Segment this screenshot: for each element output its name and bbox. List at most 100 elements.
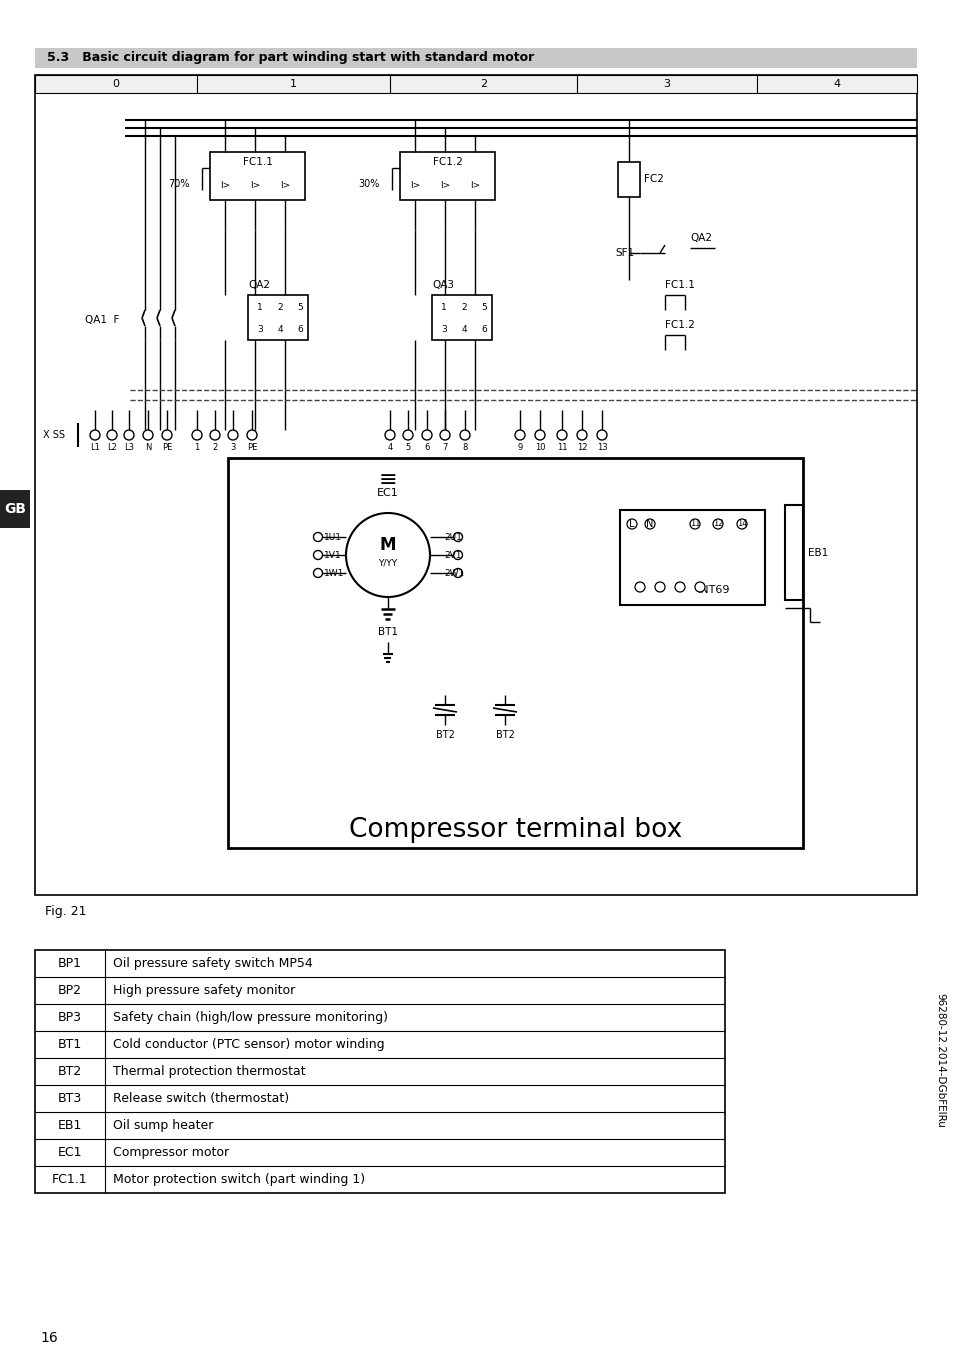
Circle shape bbox=[453, 569, 462, 578]
Bar bbox=[399, 152, 495, 200]
Text: Cold conductor (PTC sensor) motor winding: Cold conductor (PTC sensor) motor windin… bbox=[112, 1039, 384, 1051]
Bar bbox=[210, 152, 305, 200]
Text: Y/YY: Y/YY bbox=[378, 558, 397, 567]
Text: 4: 4 bbox=[387, 444, 393, 452]
Text: BT1: BT1 bbox=[377, 627, 397, 636]
Text: L2: L2 bbox=[107, 444, 117, 452]
Text: EB1: EB1 bbox=[807, 547, 827, 558]
Text: 5.3   Basic circuit diagram for part winding start with standard motor: 5.3 Basic circuit diagram for part windi… bbox=[47, 51, 534, 65]
Text: 12: 12 bbox=[577, 444, 587, 452]
Text: L: L bbox=[629, 519, 634, 529]
Circle shape bbox=[557, 431, 566, 440]
Text: I>: I> bbox=[470, 181, 479, 191]
Text: 5: 5 bbox=[480, 302, 486, 311]
Text: L1: L1 bbox=[90, 444, 100, 452]
Text: Compressor terminal box: Compressor terminal box bbox=[349, 816, 681, 844]
Text: 96280-12.2014-DGbFEIRu: 96280-12.2014-DGbFEIRu bbox=[934, 992, 944, 1128]
Text: 3: 3 bbox=[440, 325, 446, 333]
Text: 5: 5 bbox=[296, 302, 302, 311]
Text: FC1.2: FC1.2 bbox=[432, 157, 462, 167]
Text: 12: 12 bbox=[712, 520, 722, 528]
Text: SF1: SF1 bbox=[616, 248, 635, 259]
Text: PE: PE bbox=[247, 444, 257, 452]
Circle shape bbox=[228, 431, 237, 440]
Circle shape bbox=[675, 582, 684, 592]
Text: 11: 11 bbox=[689, 520, 700, 528]
Circle shape bbox=[453, 532, 462, 542]
Circle shape bbox=[635, 582, 644, 592]
Circle shape bbox=[577, 431, 586, 440]
Text: FC1.1: FC1.1 bbox=[52, 1173, 88, 1186]
Circle shape bbox=[314, 532, 322, 542]
Text: 4: 4 bbox=[277, 325, 282, 333]
Circle shape bbox=[90, 431, 100, 440]
Circle shape bbox=[737, 519, 746, 529]
Text: 3: 3 bbox=[230, 444, 235, 452]
Text: BP1: BP1 bbox=[58, 957, 82, 969]
Text: Oil pressure safety switch MP54: Oil pressure safety switch MP54 bbox=[112, 957, 313, 969]
Circle shape bbox=[124, 431, 133, 440]
Circle shape bbox=[453, 551, 462, 559]
Circle shape bbox=[695, 582, 704, 592]
Circle shape bbox=[314, 551, 322, 559]
Text: 1W1: 1W1 bbox=[324, 569, 344, 578]
Text: I>: I> bbox=[250, 181, 260, 191]
Text: 30%: 30% bbox=[358, 179, 379, 190]
Text: BT1: BT1 bbox=[58, 1039, 82, 1051]
Bar bbox=[35, 951, 724, 1193]
Circle shape bbox=[247, 431, 256, 440]
Text: BP2: BP2 bbox=[58, 984, 82, 997]
Text: Safety chain (high/low pressure monitoring): Safety chain (high/low pressure monitori… bbox=[112, 1011, 388, 1024]
Text: 1: 1 bbox=[194, 444, 199, 452]
Text: EB1: EB1 bbox=[58, 1118, 82, 1132]
Circle shape bbox=[439, 431, 450, 440]
Text: BT2: BT2 bbox=[436, 730, 454, 741]
Bar bbox=[618, 162, 639, 196]
Text: Thermal protection thermostat: Thermal protection thermostat bbox=[112, 1066, 305, 1078]
Text: 1U1: 1U1 bbox=[324, 532, 341, 542]
Text: EC1: EC1 bbox=[376, 487, 398, 498]
Text: Oil sump heater: Oil sump heater bbox=[112, 1118, 213, 1132]
Text: 1V1: 1V1 bbox=[324, 551, 341, 559]
Circle shape bbox=[644, 519, 655, 529]
Circle shape bbox=[655, 582, 664, 592]
Text: QA2: QA2 bbox=[689, 233, 711, 242]
Text: BT2: BT2 bbox=[495, 730, 514, 741]
Circle shape bbox=[402, 431, 413, 440]
Bar bbox=[35, 74, 916, 93]
Text: 2: 2 bbox=[460, 302, 466, 311]
Text: 2W1: 2W1 bbox=[443, 569, 464, 578]
Text: 2: 2 bbox=[479, 79, 487, 89]
Bar bbox=[619, 510, 764, 605]
Text: ≡: ≡ bbox=[378, 470, 396, 490]
Text: N: N bbox=[145, 444, 151, 452]
Text: L3: L3 bbox=[124, 444, 133, 452]
Text: X SS: X SS bbox=[43, 431, 65, 440]
Text: Fig. 21: Fig. 21 bbox=[45, 906, 87, 918]
Text: PE: PE bbox=[162, 444, 172, 452]
Text: BT3: BT3 bbox=[58, 1091, 82, 1105]
Circle shape bbox=[535, 431, 544, 440]
Text: 6: 6 bbox=[296, 325, 302, 333]
Text: 2: 2 bbox=[277, 302, 282, 311]
Circle shape bbox=[314, 569, 322, 578]
Bar bbox=[35, 74, 916, 895]
Text: BP3: BP3 bbox=[58, 1011, 82, 1024]
Text: 8: 8 bbox=[462, 444, 467, 452]
Circle shape bbox=[107, 431, 117, 440]
Text: 2U1: 2U1 bbox=[443, 532, 461, 542]
Text: FC2: FC2 bbox=[643, 175, 663, 184]
Text: 6: 6 bbox=[424, 444, 429, 452]
Text: 4: 4 bbox=[833, 79, 840, 89]
Circle shape bbox=[385, 431, 395, 440]
Text: 3: 3 bbox=[257, 325, 263, 333]
Text: 1: 1 bbox=[290, 79, 296, 89]
Circle shape bbox=[689, 519, 700, 529]
Text: FC1.2: FC1.2 bbox=[664, 320, 694, 330]
Circle shape bbox=[192, 431, 202, 440]
Text: Motor protection switch (part winding 1): Motor protection switch (part winding 1) bbox=[112, 1173, 365, 1186]
Text: 13: 13 bbox=[596, 444, 607, 452]
Circle shape bbox=[712, 519, 722, 529]
Text: QA3: QA3 bbox=[432, 280, 454, 290]
Text: 2V1: 2V1 bbox=[443, 551, 461, 559]
